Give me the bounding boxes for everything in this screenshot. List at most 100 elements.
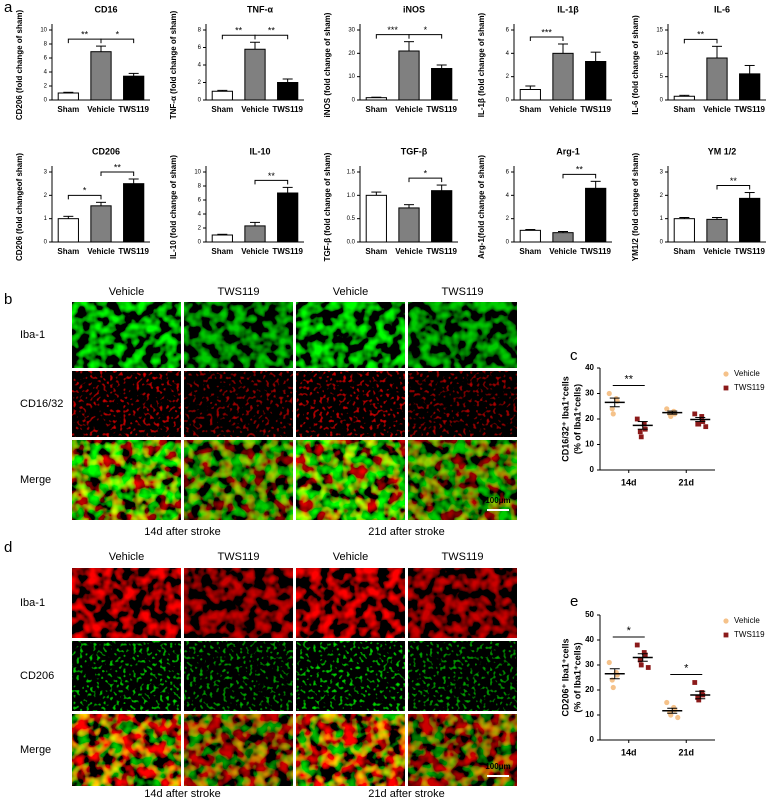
data-point bbox=[610, 684, 616, 691]
data-point bbox=[696, 421, 702, 427]
y-axis-label: Arg-1(fold change of sham) bbox=[477, 155, 486, 259]
bar bbox=[211, 234, 233, 243]
y-tick-label: 20 bbox=[585, 685, 594, 694]
y-tick-label: 5 bbox=[660, 74, 664, 80]
column-label: Vehicle bbox=[333, 551, 368, 563]
y-tick-label: 6 bbox=[198, 198, 202, 204]
microscopy-image bbox=[72, 371, 181, 437]
significance-bracket bbox=[254, 34, 289, 40]
data-point bbox=[699, 690, 705, 695]
row-label: CD16/32 bbox=[20, 398, 63, 410]
data-point bbox=[692, 680, 698, 685]
scale-bar-label: 100μm bbox=[485, 762, 510, 771]
microscopy-image bbox=[184, 371, 293, 437]
bar bbox=[739, 73, 761, 101]
significance-label: ** bbox=[730, 176, 738, 186]
microscopy-image bbox=[408, 302, 517, 368]
y-tick-label: 6 bbox=[506, 170, 510, 176]
row-label: CD206 bbox=[20, 670, 54, 682]
microscopy-image bbox=[296, 302, 405, 368]
column-label: TWS119 bbox=[442, 286, 484, 298]
y-tick-label: 1.0 bbox=[347, 193, 356, 199]
data-point bbox=[664, 699, 670, 706]
column-label: TWS119 bbox=[442, 551, 484, 563]
x-tick-label: TWS119 bbox=[580, 105, 611, 114]
panel-label: a bbox=[4, 0, 13, 16]
significance-label: * bbox=[627, 625, 632, 637]
x-tick-label: Sham bbox=[57, 105, 79, 114]
y-axis-label: IL-6 (fold change of sham) bbox=[631, 15, 640, 115]
y-tick-label: 4 bbox=[198, 212, 202, 218]
significance-label: *** bbox=[387, 25, 398, 35]
significance-label: ** bbox=[268, 171, 276, 181]
significance-bracket bbox=[408, 34, 443, 39]
microscopy-image bbox=[408, 440, 517, 520]
significance-bracket bbox=[562, 173, 597, 179]
x-tick-label: Vehicle bbox=[549, 105, 577, 114]
data-point bbox=[606, 390, 612, 397]
data-point bbox=[634, 642, 640, 648]
x-tick-label: Vehicle bbox=[703, 105, 731, 114]
y-tick-label: 4 bbox=[506, 193, 510, 199]
significance-bracket bbox=[254, 179, 289, 185]
microscopy-image bbox=[184, 302, 293, 368]
y-tick-label: 0.5 bbox=[347, 216, 356, 222]
significance-label: ** bbox=[114, 162, 122, 172]
microscopy-image bbox=[296, 568, 405, 638]
x-tick-label: Sham bbox=[211, 247, 233, 256]
data-point bbox=[606, 659, 612, 666]
bar bbox=[519, 89, 541, 101]
y-tick-label: 10 bbox=[656, 51, 663, 57]
data-point bbox=[696, 697, 702, 703]
bar bbox=[552, 52, 574, 101]
y-tick-label: 30 bbox=[585, 660, 594, 669]
y-tick-label: 30 bbox=[585, 389, 594, 398]
y-tick-label: 8 bbox=[198, 184, 202, 190]
y-axis-label: CD206 (fold change of sham) bbox=[15, 10, 24, 121]
significance-bracket bbox=[716, 185, 751, 190]
x-tick-label: TWS119 bbox=[118, 247, 149, 256]
y-tick-label: 4 bbox=[44, 70, 48, 76]
microscopy-image bbox=[296, 714, 405, 786]
data-point bbox=[675, 714, 681, 721]
data-point bbox=[642, 652, 648, 658]
x-tick-label: TWS119 bbox=[272, 105, 303, 114]
data-point bbox=[638, 434, 644, 440]
y-tick-label: 3 bbox=[660, 170, 664, 176]
panel-label: e bbox=[570, 593, 578, 610]
group-label: 14d after stroke bbox=[144, 788, 220, 800]
panel-label: c bbox=[570, 347, 578, 364]
y-tick-label: 1 bbox=[44, 216, 48, 222]
significance-bracket bbox=[67, 38, 102, 44]
group-label: 21d after stroke bbox=[368, 788, 444, 800]
bar bbox=[57, 92, 79, 101]
significance-bracket bbox=[100, 171, 135, 176]
bar bbox=[706, 57, 728, 101]
microscopy-image bbox=[184, 714, 293, 786]
y-tick-label: 0 bbox=[44, 98, 48, 104]
chart-title: IL-10 bbox=[249, 146, 270, 156]
microscopy-image bbox=[72, 302, 181, 368]
y-axis-label: IL-1β (fold change of sham) bbox=[477, 12, 486, 117]
significance-label: * bbox=[684, 662, 689, 674]
bar bbox=[90, 205, 112, 243]
data-point bbox=[664, 406, 670, 412]
y-axis-label: (% of Iba1⁺cells) bbox=[572, 384, 582, 454]
y-tick-label: 10 bbox=[194, 170, 201, 176]
row-label: Merge bbox=[20, 744, 51, 756]
x-tick-label: Sham bbox=[519, 105, 541, 114]
y-tick-label: 0 bbox=[352, 98, 356, 104]
significance-label: ** bbox=[81, 29, 89, 39]
microscopy-image bbox=[184, 641, 293, 711]
legend-label: Vehicle bbox=[734, 369, 760, 378]
data-point bbox=[609, 677, 615, 683]
chart-title: YM 1/2 bbox=[708, 146, 737, 156]
y-tick-label: 3 bbox=[44, 170, 48, 176]
significance-bracket bbox=[683, 38, 718, 44]
chart-title: CD206 bbox=[92, 146, 120, 156]
y-tick-label: 0 bbox=[660, 240, 664, 246]
x-tick-label: Vehicle bbox=[703, 247, 731, 256]
x-tick-label: 21d bbox=[678, 747, 694, 757]
x-tick-label: 14d bbox=[621, 477, 637, 487]
